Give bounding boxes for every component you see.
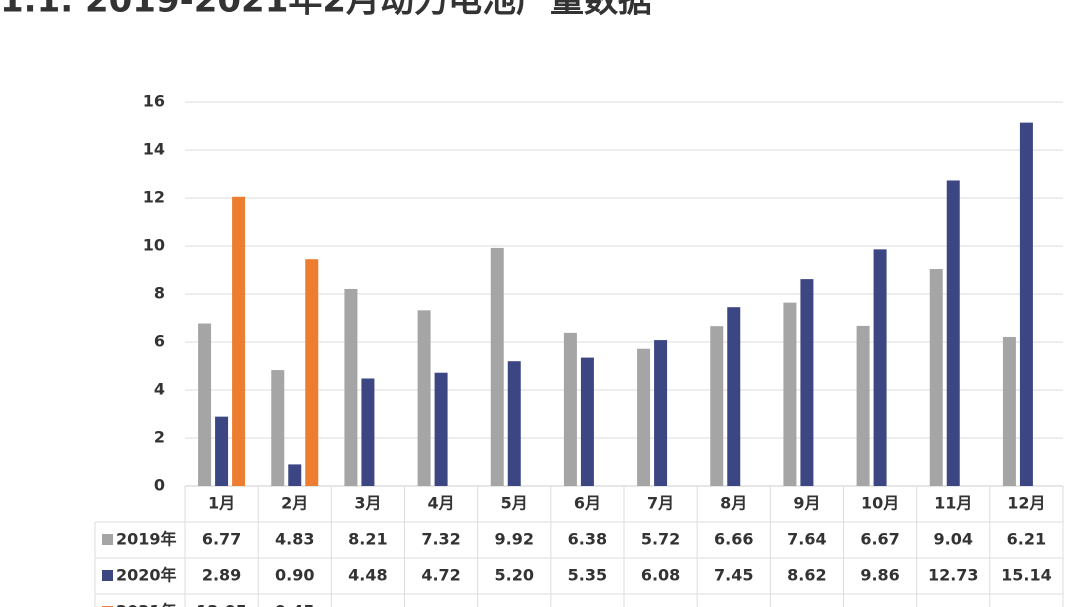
x-tick-label: 5月 — [501, 494, 528, 513]
bar — [1019, 122, 1033, 486]
y-tick-label: 2 — [154, 428, 165, 447]
table-value: 6.77 — [202, 530, 241, 549]
y-tick-label: 12 — [143, 188, 165, 207]
bar — [654, 340, 668, 486]
bar — [305, 259, 319, 486]
table-value: 6.08 — [641, 566, 680, 585]
table-value: 15.14 — [1001, 566, 1052, 585]
x-tick-label: 9月 — [793, 494, 820, 513]
table-value: 7.32 — [421, 530, 460, 549]
legend-swatch — [102, 570, 113, 581]
legend-swatch — [102, 534, 113, 545]
bar — [637, 348, 651, 486]
bar — [710, 326, 724, 486]
legend-label: 2021年 — [116, 602, 177, 607]
bar — [856, 325, 870, 486]
bar — [490, 247, 504, 486]
table-value: 5.35 — [568, 566, 607, 585]
x-tick-label: 12月 — [1007, 494, 1045, 513]
x-tick-label: 10月 — [861, 494, 899, 513]
y-tick-label: 8 — [154, 284, 165, 303]
y-tick-label: 14 — [143, 140, 165, 159]
bar — [271, 370, 285, 486]
y-tick-label: 16 — [143, 92, 165, 111]
table-value: 4.83 — [275, 530, 314, 549]
bar — [344, 288, 358, 486]
legend-label: 2020年 — [116, 566, 177, 585]
x-tick-label: 11月 — [934, 494, 972, 513]
table-value: 2.89 — [202, 566, 241, 585]
x-tick-label: 2月 — [281, 494, 308, 513]
x-tick-label: 7月 — [647, 494, 674, 513]
table-value: 5.72 — [641, 530, 680, 549]
table-value: 4.72 — [421, 566, 460, 585]
table-value: 9.92 — [495, 530, 534, 549]
y-tick-label: 6 — [154, 332, 165, 351]
table-value: 5.20 — [495, 566, 534, 585]
bar — [198, 323, 212, 486]
bar — [929, 269, 943, 486]
bar — [873, 249, 887, 486]
x-tick-label: 4月 — [428, 494, 455, 513]
y-tick-label: 0 — [154, 476, 165, 495]
table-value: 6.21 — [1007, 530, 1046, 549]
bar — [783, 302, 797, 486]
y-tick-label: 10 — [143, 236, 165, 255]
table-value: 6.67 — [860, 530, 899, 549]
table-value: 4.48 — [348, 566, 387, 585]
table-value: 12.05 — [196, 602, 247, 607]
bar — [288, 464, 302, 486]
table-value: 8.21 — [348, 530, 387, 549]
table-value: 0.90 — [275, 566, 314, 585]
x-tick-label: 3月 — [354, 494, 381, 513]
bar — [946, 180, 960, 487]
legend-label: 2019年 — [116, 530, 177, 549]
bar — [215, 416, 229, 486]
bar — [507, 361, 521, 486]
bar — [727, 307, 741, 486]
table-value: 6.38 — [568, 530, 607, 549]
bar — [580, 357, 594, 486]
x-tick-label: 8月 — [720, 494, 747, 513]
chart-title: 1.1. 2019-2021年2月动力电池产量数据 — [0, 0, 652, 21]
y-tick-label: 4 — [154, 380, 165, 399]
bar — [417, 310, 431, 486]
bar — [563, 332, 577, 486]
bar — [361, 378, 375, 486]
bar — [1002, 336, 1016, 486]
x-tick-label: 1月 — [208, 494, 235, 513]
table-value: 7.45 — [714, 566, 753, 585]
table-value: 12.73 — [928, 566, 979, 585]
table-value: 8.62 — [787, 566, 826, 585]
x-tick-label: 6月 — [574, 494, 601, 513]
table-value: 9.04 — [934, 530, 973, 549]
table-value: 9.86 — [860, 566, 899, 585]
table-value: 7.64 — [787, 530, 826, 549]
bar — [800, 279, 814, 486]
table-value: 9.45 — [275, 602, 314, 607]
table-value: 6.66 — [714, 530, 753, 549]
bar — [232, 196, 246, 487]
bar — [434, 372, 448, 486]
